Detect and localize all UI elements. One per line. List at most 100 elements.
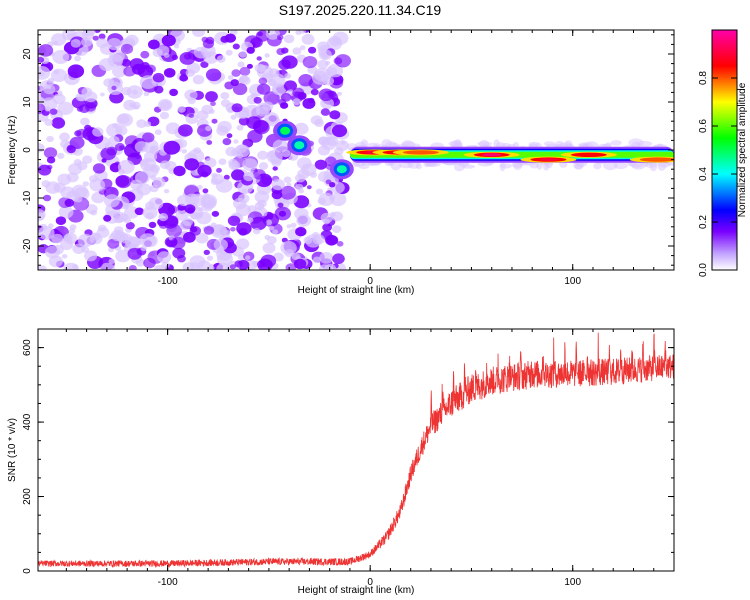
y-tick-label: 400 xyxy=(22,413,33,430)
noise-blob xyxy=(272,229,279,235)
noise-blob xyxy=(43,194,52,202)
noise-blob xyxy=(38,71,45,77)
y-tick-label: 0 xyxy=(22,568,33,574)
noise-blob xyxy=(258,162,269,170)
noise-blob xyxy=(103,78,114,87)
noise-blob xyxy=(77,233,94,248)
noise-blob xyxy=(613,162,628,170)
noise-blob xyxy=(90,209,97,216)
noise-blob xyxy=(239,66,251,76)
noise-blob xyxy=(243,172,255,182)
noise-blob xyxy=(38,103,46,115)
noise-blob xyxy=(226,133,233,139)
noise-blob xyxy=(328,35,342,47)
x-tick-label: 100 xyxy=(564,276,581,287)
noise-blob xyxy=(92,127,104,137)
noise-blob xyxy=(77,93,87,102)
noise-blob xyxy=(57,101,74,116)
noise-blob xyxy=(43,84,56,95)
noise-blob xyxy=(558,142,573,149)
noise-blob xyxy=(159,160,171,169)
noise-blob xyxy=(245,255,251,260)
noise-blob xyxy=(242,158,258,172)
noise-blob xyxy=(140,245,147,251)
noise-blob xyxy=(218,158,227,165)
noise-blob xyxy=(312,232,320,239)
x-tick-label: 100 xyxy=(564,577,581,588)
noise-blob xyxy=(336,91,343,96)
noise-blob xyxy=(189,226,201,236)
noise-blob xyxy=(298,74,314,87)
noise-blob xyxy=(108,135,120,146)
noise-blob xyxy=(61,254,68,259)
noise-blob xyxy=(266,149,283,164)
x-tick-label: 0 xyxy=(367,276,373,287)
noise-blob xyxy=(63,232,78,245)
noise-blob xyxy=(148,221,157,229)
noise-blob xyxy=(66,172,79,183)
noise-blob xyxy=(57,152,65,159)
noise-blob xyxy=(331,211,344,222)
noise-blob xyxy=(148,39,160,50)
noise-blob xyxy=(45,245,60,259)
noise-blob xyxy=(143,91,150,97)
noise-blob xyxy=(332,253,345,264)
noise-blob xyxy=(67,64,85,78)
noise-blob xyxy=(107,54,124,67)
noise-blob xyxy=(227,75,234,80)
noise-blob xyxy=(38,56,45,63)
noise-blob xyxy=(330,192,347,207)
noise-blob xyxy=(68,163,83,175)
noise-blob xyxy=(312,70,329,85)
noise-blob xyxy=(112,65,127,78)
noise-blob xyxy=(120,43,134,55)
noise-blob xyxy=(167,205,178,214)
noise-blob xyxy=(157,251,172,264)
noise-blob xyxy=(170,236,186,250)
noise-blob xyxy=(260,215,268,222)
noise-blob xyxy=(276,34,284,41)
noise-blob xyxy=(280,241,297,255)
noise-blob xyxy=(322,223,332,232)
noise-blob xyxy=(458,161,469,167)
noise-blob xyxy=(179,51,196,65)
noise-blob xyxy=(228,160,241,171)
noise-blob xyxy=(38,226,55,240)
noise-blob xyxy=(281,47,289,54)
noise-blob xyxy=(154,129,162,135)
noise-blob xyxy=(296,157,312,170)
noise-blob xyxy=(208,265,215,270)
noise-blob xyxy=(318,192,335,206)
noise-blob xyxy=(106,146,118,156)
noise-blob xyxy=(277,202,284,208)
noise-blob xyxy=(154,85,164,94)
noise-blob xyxy=(299,45,306,51)
noise-blob xyxy=(272,166,278,171)
noise-blob xyxy=(302,56,318,69)
noise-blob xyxy=(268,225,275,231)
noise-blob xyxy=(116,113,133,127)
y-tick-label: -10 xyxy=(22,190,33,205)
noise-blob xyxy=(224,33,236,43)
snr-ylabel: SNR (10 * v/v) xyxy=(7,418,18,482)
noise-blob xyxy=(292,47,302,55)
noise-blob xyxy=(230,114,237,120)
noise-blob xyxy=(499,161,506,172)
noise-blob xyxy=(271,179,286,191)
noise-blob xyxy=(177,106,186,113)
spectrogram-ylabel: Frequency (Hz) xyxy=(7,116,18,185)
noise-blob xyxy=(46,135,54,143)
noise-blob xyxy=(197,207,203,212)
noise-blob xyxy=(38,44,54,57)
noise-blob xyxy=(51,233,64,244)
noise-blob xyxy=(163,140,181,155)
noise-blob xyxy=(107,238,120,249)
transition-blob xyxy=(336,165,347,174)
noise-blob xyxy=(201,36,209,43)
noise-blob xyxy=(38,265,47,270)
noise-blob xyxy=(314,159,328,170)
noise-blob xyxy=(182,217,193,227)
noise-blob xyxy=(134,141,149,153)
noise-blob xyxy=(256,65,273,79)
